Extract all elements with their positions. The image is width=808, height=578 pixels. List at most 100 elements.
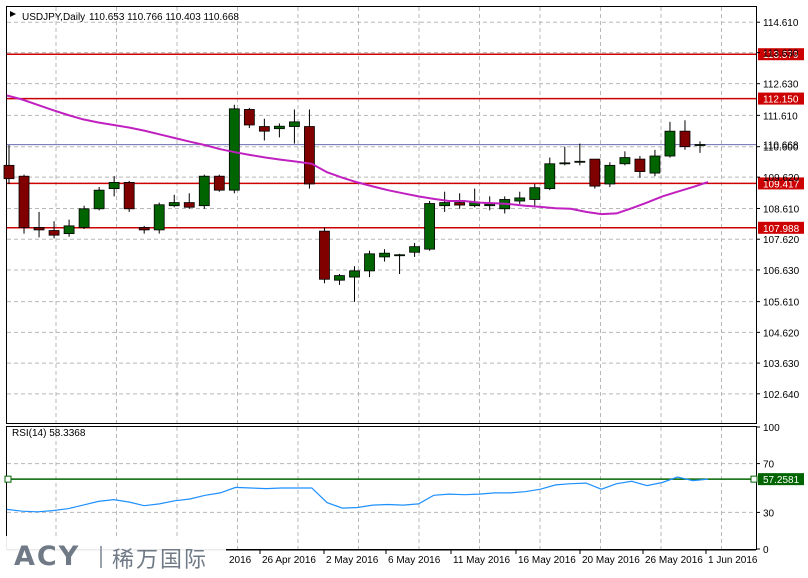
time-tick-label: 1 Jun 2016: [708, 555, 758, 566]
current-price-label: 110.668: [763, 141, 799, 152]
price-tick-label: 103.630: [763, 359, 800, 370]
rsi-level-handle-right: [750, 475, 758, 483]
candle-body: [424, 203, 436, 250]
candle-body: [183, 202, 195, 208]
candle-body: [619, 157, 631, 165]
rsi-tick-label: 70: [763, 460, 775, 471]
rsi-tick-label: 30: [763, 508, 775, 519]
candle-body: [679, 130, 691, 148]
collapse-arrow-icon[interactable]: [10, 11, 16, 17]
candle-body: [364, 253, 375, 272]
candle-body: [138, 227, 150, 231]
time-tick-label: 26 Apr 2016: [262, 555, 316, 566]
candle-body: [289, 121, 300, 127]
candle-body: [574, 160, 586, 163]
candle-body: [93, 189, 105, 210]
candle-body: [304, 126, 315, 185]
rsi-indicator: 57.2581: [4, 473, 804, 513]
main-frame: [6, 6, 757, 424]
price-tick-label: 102.640: [763, 390, 800, 401]
candle-body: [319, 230, 330, 280]
level-label: 109.417: [763, 179, 800, 190]
candle-body: [243, 109, 255, 126]
candle-body: [604, 164, 616, 185]
candle-body: [544, 163, 556, 190]
acy-logo: ACY: [14, 541, 81, 572]
candle-body: [409, 246, 420, 253]
candle-body: [273, 125, 285, 130]
candle-body: [664, 130, 676, 157]
level-label: 107.988: [763, 224, 800, 235]
price-tick-label: 113.630: [763, 49, 799, 60]
price-tick-label: 104.620: [763, 328, 800, 339]
candle-body: [379, 252, 390, 258]
candle-body: [529, 187, 541, 200]
watermark: ACY 稀万国际: [0, 536, 226, 576]
rsi-tick-label: 100: [763, 423, 780, 434]
candle-body: [18, 175, 30, 228]
rsi-frame: [6, 426, 757, 550]
candle-body: [349, 270, 360, 278]
candle-body: [694, 144, 706, 146]
candle-body: [78, 208, 90, 228]
rsi-level-label-bg: [758, 473, 804, 486]
price-tick-label: 107.620: [763, 235, 800, 246]
candle-body: [514, 197, 526, 202]
price-axis: 114.610 113.630 112.630 111.610 110.600 109.6…: [756, 18, 800, 556]
watermark-separator: [100, 546, 102, 568]
level-label: 113.579: [763, 50, 799, 61]
candle-body: [634, 158, 646, 172]
time-tick-label: 11 May 2016: [453, 555, 511, 566]
price-tick-label: 111.610: [763, 111, 798, 122]
level-label: 112.150: [763, 95, 799, 106]
level-label-bg: [758, 48, 804, 61]
candle-body: [334, 275, 345, 281]
moving-average-line: [6, 94, 709, 216]
candle-body: [123, 182, 135, 210]
rsi-level-label: 57.2581: [763, 475, 800, 486]
ohlc-readout: 110.653 110.766 110.403 110.668: [89, 12, 239, 23]
candle-body: [228, 108, 240, 191]
candle-body: [153, 204, 165, 231]
candle-body: [589, 158, 601, 187]
candle-body: [439, 202, 451, 207]
time-tick-label: 2 May 2016: [326, 555, 379, 566]
time-tick-label: 26 May 2016: [645, 555, 703, 566]
candle-body: [213, 175, 225, 191]
candle-body: [484, 203, 496, 207]
time-tick-label: 20 May 2016: [582, 555, 640, 566]
rsi-title: RSI(14) 58.3368: [12, 428, 86, 439]
candle-body: [168, 202, 180, 207]
price-tick-label: 105.610: [763, 298, 800, 309]
time-tick-label: 16 May 2016: [518, 555, 576, 566]
time-tick-label: 6 May 2016: [388, 555, 441, 566]
candle-body: [108, 182, 120, 190]
candle-body: [3, 164, 15, 180]
candle-body: [198, 175, 210, 207]
candle-body: [63, 225, 75, 235]
main-grid: [7, 7, 756, 423]
level-label-bg: [758, 221, 804, 234]
horizontal-levels: 113.579 112.150 109.417 107.988 110.668: [7, 48, 805, 235]
price-tick-label: 109.620: [763, 173, 800, 184]
price-tick-label: 106.630: [763, 266, 800, 277]
candle-body: [33, 227, 45, 231]
rsi-line: [6, 476, 709, 513]
candle-body: [394, 254, 405, 257]
rsi-grid: [7, 427, 756, 549]
candle-body: [48, 230, 60, 236]
rsi-tick-label: 0: [763, 545, 769, 556]
price-tick-label: 114.610: [763, 18, 799, 29]
level-label-bg: [758, 177, 804, 190]
candle-body: [454, 202, 466, 206]
moving-average: [6, 94, 709, 216]
candle-body: [258, 126, 270, 132]
price-tick-label: 110.600: [763, 143, 799, 154]
rsi-level-handle-left: [4, 475, 12, 483]
candle-body: [649, 155, 661, 174]
price-tick-label: 108.610: [763, 204, 800, 215]
current-price-bg: [757, 138, 805, 152]
level-label-bg: [758, 92, 804, 105]
candles: [3, 104, 706, 302]
